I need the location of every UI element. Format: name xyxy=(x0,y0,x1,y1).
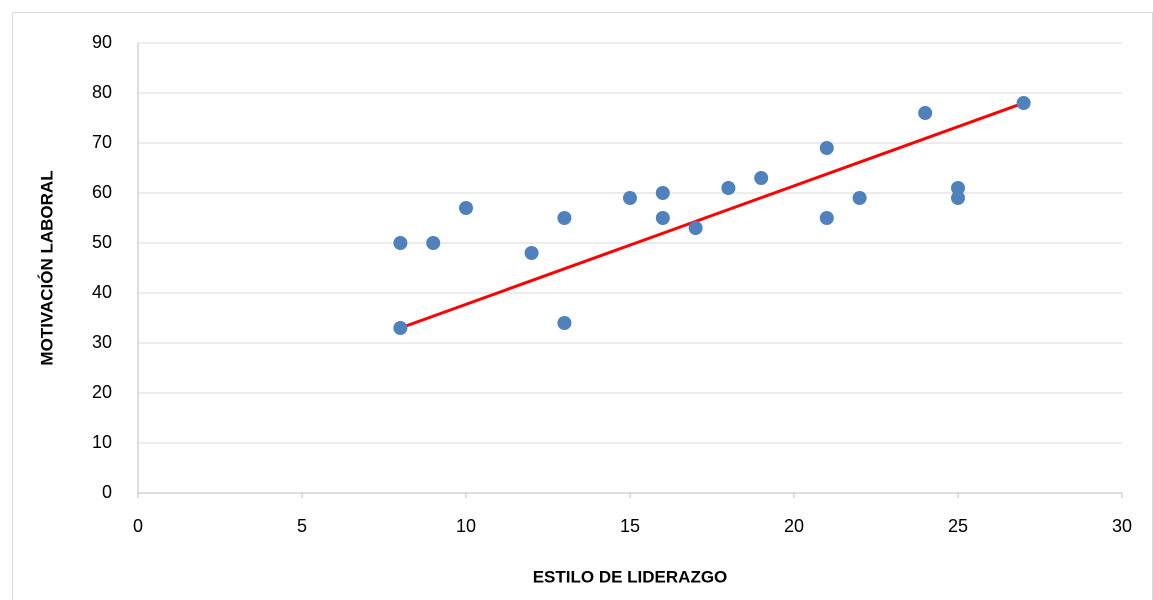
point xyxy=(1016,96,1031,110)
point xyxy=(754,171,769,185)
x-axis-title: ESTILO DE LIDERAZGO xyxy=(533,567,728,586)
x-tick-label: 0 xyxy=(133,516,143,536)
x-tick-label: 10 xyxy=(456,516,476,536)
point xyxy=(459,201,473,215)
y-tick-label: 20 xyxy=(92,382,112,402)
y-tick-label: 80 xyxy=(92,82,112,102)
trend-line xyxy=(399,101,1025,330)
point xyxy=(393,236,408,250)
point xyxy=(951,191,965,205)
y-tick-label: 10 xyxy=(92,432,112,452)
x-tick-label: 15 xyxy=(620,516,640,536)
y-tick-label: 50 xyxy=(92,232,112,252)
y-tick-label: 60 xyxy=(92,182,112,202)
point xyxy=(918,106,933,120)
point xyxy=(393,321,408,335)
point xyxy=(655,186,670,200)
y-tick-label: 70 xyxy=(92,132,112,152)
point xyxy=(951,181,965,195)
x-tick-label: 30 xyxy=(1112,516,1132,536)
x-tick-label: 5 xyxy=(297,516,307,536)
chart-frame xyxy=(12,12,1153,600)
point xyxy=(557,211,572,225)
point xyxy=(819,141,834,155)
point xyxy=(557,316,572,330)
point xyxy=(721,181,736,195)
y-tick-label: 90 xyxy=(92,32,112,52)
y-tick-label: 30 xyxy=(92,332,112,352)
point xyxy=(688,221,703,235)
point xyxy=(819,211,834,225)
point xyxy=(426,236,441,250)
y-axis-title: MOTIVACIÓN LABORAL xyxy=(37,170,56,365)
point xyxy=(655,211,670,225)
point xyxy=(852,191,867,205)
y-tick-label: 0 xyxy=(102,482,112,502)
point xyxy=(623,191,637,205)
point xyxy=(524,246,539,260)
x-tick-label: 20 xyxy=(784,516,804,536)
y-tick-label: 40 xyxy=(92,282,112,302)
x-tick-label: 25 xyxy=(948,516,968,536)
